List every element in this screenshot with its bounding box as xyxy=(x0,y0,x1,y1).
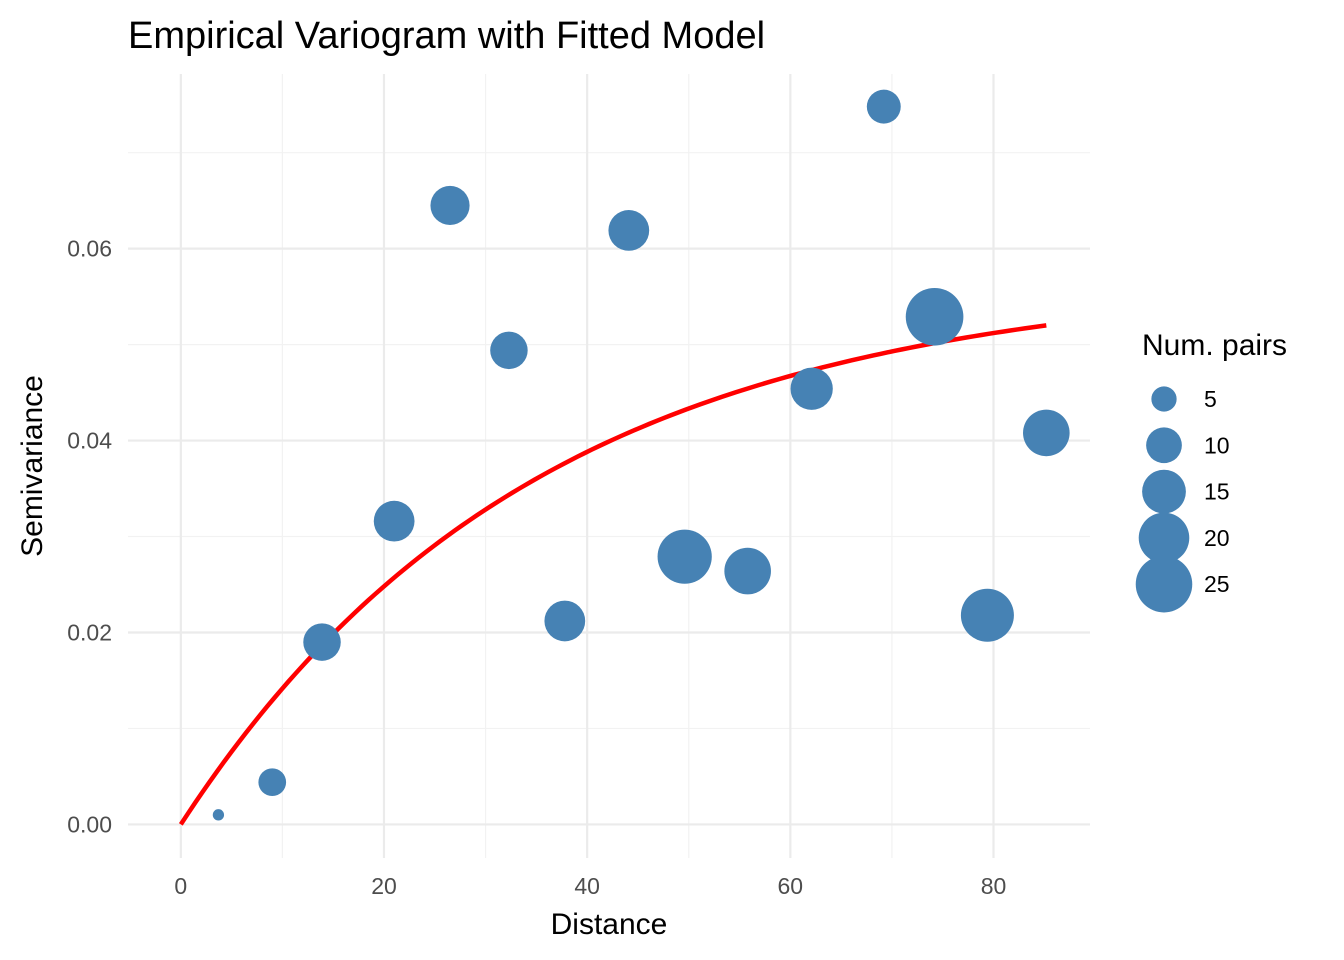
legend-label: 20 xyxy=(1204,525,1230,551)
legend-label: 25 xyxy=(1204,571,1230,597)
x-tick-label: 60 xyxy=(778,873,804,899)
legend-key xyxy=(1135,555,1193,613)
legend-label: 15 xyxy=(1204,479,1230,505)
data-point xyxy=(960,588,1014,642)
data-point xyxy=(258,768,287,797)
data-point xyxy=(608,210,650,251)
legend-key xyxy=(1142,469,1186,514)
data-point xyxy=(790,367,833,410)
y-tick-label: 0.04 xyxy=(67,428,112,454)
y-axis: 0.00 0.02 0.04 0.06 xyxy=(67,236,112,838)
legend-title: Num. pairs xyxy=(1142,329,1287,362)
y-tick-label: 0.02 xyxy=(67,619,112,645)
grid xyxy=(128,74,1090,858)
x-axis: 0 20 40 60 80 xyxy=(174,873,1006,899)
data-point xyxy=(866,89,901,124)
fitted-model xyxy=(178,323,1047,826)
data-point xyxy=(303,623,341,661)
x-tick-label: 80 xyxy=(981,873,1007,899)
x-tick-label: 0 xyxy=(174,873,187,899)
y-tick-label: 0.06 xyxy=(67,236,112,262)
y-tick-label: 0.00 xyxy=(67,811,112,837)
y-axis-title: Semivariance xyxy=(16,375,49,557)
legend-label: 10 xyxy=(1204,432,1230,458)
legend-label: 5 xyxy=(1204,386,1217,412)
legend-key xyxy=(1151,386,1177,412)
chart-title: Empirical Variogram with Fitted Model xyxy=(128,15,765,57)
x-axis-title: Distance xyxy=(551,908,668,941)
fitted-model-line xyxy=(178,323,1047,826)
data-point xyxy=(544,600,586,642)
data-point xyxy=(1023,409,1070,457)
data-point xyxy=(373,500,415,542)
data-point xyxy=(212,809,225,821)
legend-key xyxy=(1146,427,1182,464)
x-tick-label: 20 xyxy=(371,873,397,899)
size-legend: Num. pairs 5 10 15 20 25 xyxy=(1135,329,1287,613)
data-points xyxy=(212,89,1070,821)
x-tick-label: 40 xyxy=(574,873,600,899)
data-point xyxy=(724,547,771,595)
data-point xyxy=(657,529,712,584)
data-point xyxy=(430,185,470,226)
legend-key xyxy=(1138,512,1190,564)
data-point xyxy=(905,287,964,346)
data-point xyxy=(490,331,528,370)
